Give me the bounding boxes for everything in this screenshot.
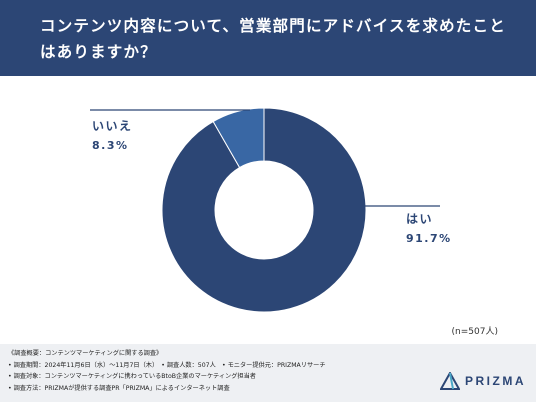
survey-footer: 《調査概要：コンテンツマーケティングに関する調査》 • 調査期間：2024年11… [0, 344, 536, 402]
label-no-value: 8.3% [92, 139, 129, 152]
label-yes-value: 91.7% [406, 232, 452, 245]
survey-note-line: • 調査対象：コンテンツマーケティングに携わっているBtoB企業のマーケティング… [8, 373, 256, 380]
prizma-logo-icon [440, 372, 460, 390]
label-yes-category: はい [406, 212, 433, 226]
sample-size: (n=507人) [451, 327, 498, 337]
survey-note-line: • 調査方法：PRIZMAが提供する調査PR「PRIZMA」によるインターネット… [8, 384, 230, 392]
page-title: コンテンツ内容について、営業部門にアドバイスを求めたことはありますか？ [40, 17, 506, 61]
survey-note-line: 《調査概要：コンテンツマーケティングに関する調査》 [8, 350, 163, 357]
donut-slice-yes [161, 107, 367, 313]
donut-chart: はい 91.7% いいえ 8.3% [0, 76, 536, 344]
donut-chart-svg: はい 91.7% いいえ 8.3% [90, 107, 452, 313]
survey-note-line: • 調査期間：2024年11月6日（水）〜11月7日（木） • 調査人数：507… [8, 361, 326, 369]
label-no-category: いいえ [92, 119, 133, 133]
survey-notes: 《調査概要：コンテンツマーケティングに関する調査》 • 調査期間：2024年11… [8, 348, 326, 394]
donut-slice-no [212, 107, 265, 169]
logo-text: PRIZMA [465, 374, 526, 388]
header-banner: コンテンツ内容について、営業部門にアドバイスを求めたことはありますか？ [0, 0, 536, 76]
prizma-logo: PRIZMA [440, 372, 526, 390]
